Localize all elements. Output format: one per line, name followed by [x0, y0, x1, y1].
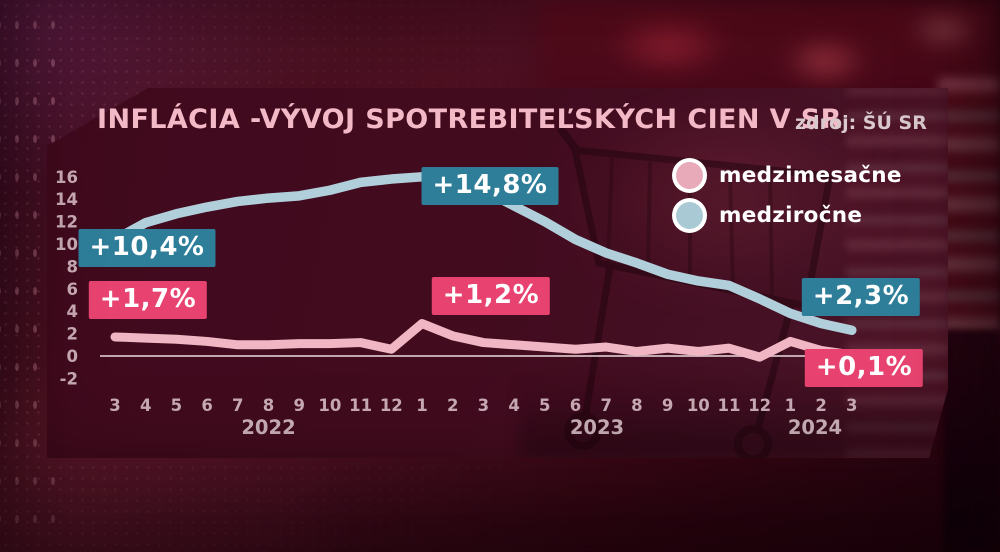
legend-label: medzimesačne	[719, 163, 902, 188]
x-axis-tick: 10	[318, 396, 341, 415]
annotation-mom-3-2024: +0,1%	[804, 349, 924, 387]
y-axis-tick: 8	[67, 257, 78, 276]
y-axis-tick: 12	[55, 213, 78, 232]
y-axis-tick: 6	[67, 280, 78, 299]
x-axis-tick: 1	[416, 396, 427, 415]
chart-title: INFLÁCIA -VÝVOJ SPOTREBITEĽSKÝCH CIEN V …	[97, 104, 842, 135]
legend-label: medziročne	[719, 203, 863, 228]
y-axis-tick: 14	[55, 190, 78, 209]
x-axis-tick: 2	[447, 396, 458, 415]
background-photo-shelves	[938, 78, 1000, 346]
x-axis-tick: 12	[748, 396, 771, 415]
x-axis-tick: 6	[570, 396, 581, 415]
x-axis-tick: 4	[508, 396, 519, 415]
y-axis-tick: -2	[60, 369, 78, 388]
legend-swatch-circle	[676, 202, 703, 229]
y-axis-tick: 10	[55, 235, 78, 254]
x-axis-tick: 5	[171, 396, 182, 415]
background-dark-edge	[944, 330, 1000, 552]
annotation-mom-3-2023: +1,2%	[431, 277, 551, 315]
background-photo-top	[540, 0, 1000, 98]
x-axis-tick: 12	[380, 396, 403, 415]
store-light-glow	[560, 95, 890, 305]
x-axis-tick: 7	[600, 396, 611, 415]
annotation-mom-3-2022: +1,7%	[88, 281, 208, 319]
legend-item-medzimesacne: medzimesačne	[672, 162, 902, 189]
x-axis-tick: 3	[109, 396, 120, 415]
y-axis-tick: 16	[55, 168, 78, 187]
x-axis-tick: 11	[349, 396, 372, 415]
x-axis-tick: 11	[718, 396, 741, 415]
y-axis-tick: 2	[67, 325, 78, 344]
x-axis-tick: 9	[293, 396, 304, 415]
x-axis-tick: 8	[263, 396, 274, 415]
annotation-yoy-3-2023: +14,8%	[421, 167, 559, 205]
y-axis-tick: 0	[67, 347, 78, 366]
year-label: 2022	[241, 416, 295, 439]
legend-item-medzirocne: medziročne	[672, 202, 902, 229]
annotation-yoy-3-2022: +10,4%	[78, 229, 216, 267]
year-label: 2023	[570, 416, 624, 439]
x-axis-tick: 3	[478, 396, 489, 415]
x-axis-tick: 10	[687, 396, 710, 415]
year-label: 2024	[788, 416, 842, 439]
source-credit: zdroj: ŠÚ SR	[795, 112, 927, 134]
x-axis-tick: 9	[662, 396, 673, 415]
x-axis-tick: 2	[815, 396, 826, 415]
x-axis-tick: 8	[631, 396, 642, 415]
x-axis-tick: 7	[232, 396, 243, 415]
x-axis-tick: 1	[785, 396, 796, 415]
x-axis-tick: 4	[140, 396, 151, 415]
shelf-products-blur	[846, 88, 948, 458]
x-axis-tick: 3	[846, 396, 857, 415]
chart-legend: medzimesačne medziročne	[672, 162, 902, 229]
annotation-yoy-3-2024: +2,3%	[801, 278, 921, 316]
x-axis-tick: 6	[201, 396, 212, 415]
x-axis-tick: 5	[539, 396, 550, 415]
series-line-medzimesacne	[110, 319, 857, 362]
legend-swatch-circle	[676, 162, 703, 189]
y-axis-tick: 4	[67, 302, 78, 321]
